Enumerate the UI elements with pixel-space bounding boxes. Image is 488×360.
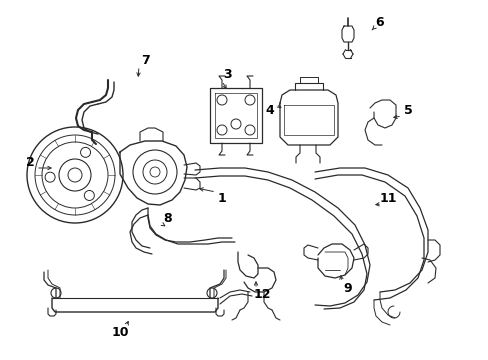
Text: 9: 9 xyxy=(343,282,351,294)
Text: 11: 11 xyxy=(379,192,396,204)
Text: 4: 4 xyxy=(265,104,274,117)
Text: 5: 5 xyxy=(403,104,411,117)
Text: 2: 2 xyxy=(25,156,34,168)
Text: 12: 12 xyxy=(253,288,270,302)
Text: 3: 3 xyxy=(223,68,232,81)
Text: 7: 7 xyxy=(141,54,149,67)
Text: 10: 10 xyxy=(111,325,128,338)
Text: 8: 8 xyxy=(163,211,172,225)
Text: 1: 1 xyxy=(217,192,226,204)
Text: 6: 6 xyxy=(375,15,384,28)
